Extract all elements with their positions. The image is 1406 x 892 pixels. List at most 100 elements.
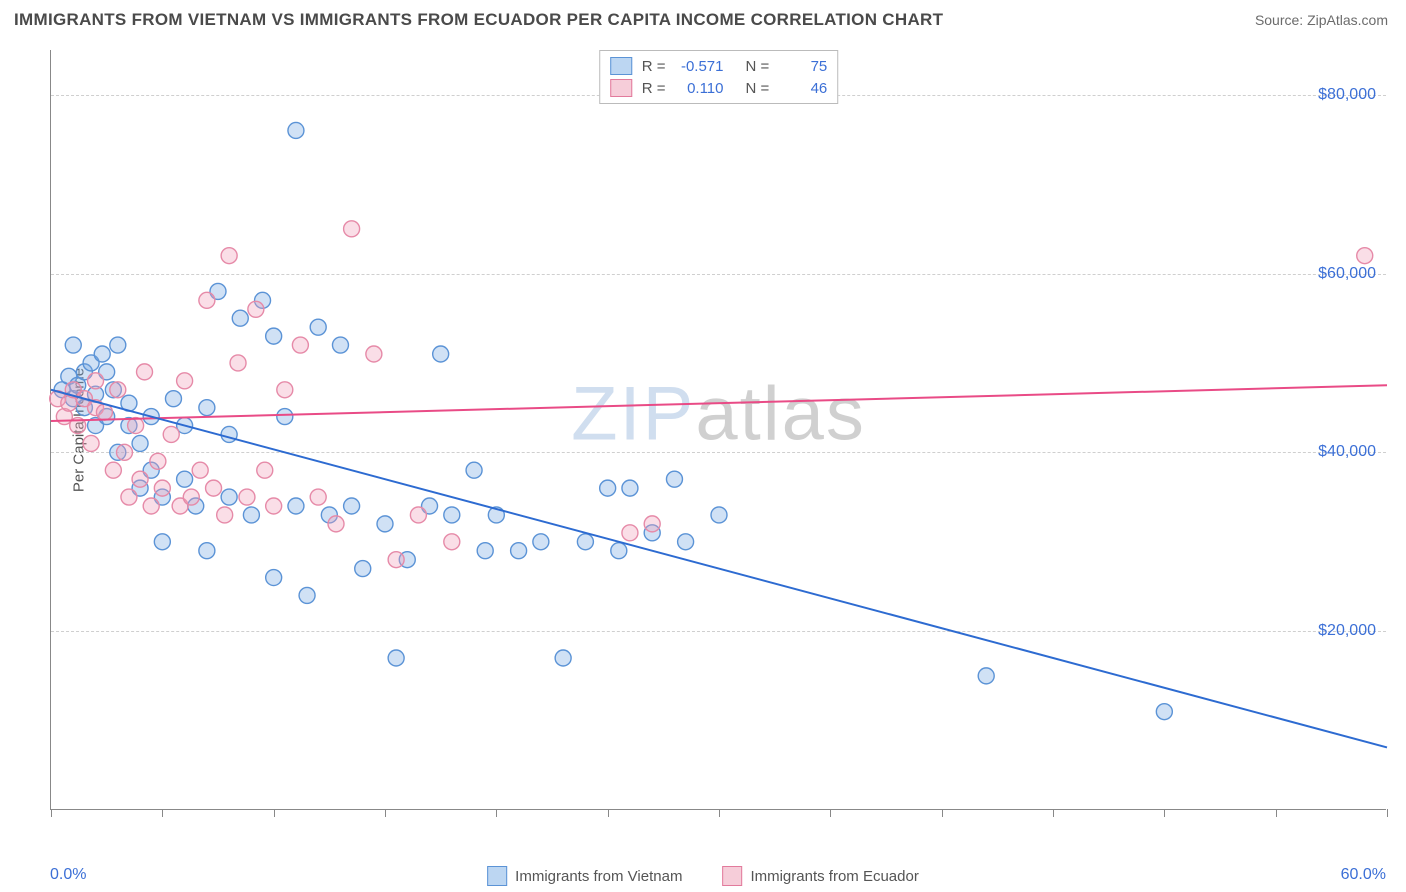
legend-item-ecuador: Immigrants from Ecuador [722,866,918,886]
x-tick [830,809,831,817]
data-point [94,346,110,362]
data-point [230,355,246,371]
data-point [533,534,549,550]
x-tick [385,809,386,817]
data-point [555,650,571,666]
data-point [678,534,694,550]
data-point [288,122,304,138]
x-tick [608,809,609,817]
y-tick-label: $60,000 [1318,265,1376,283]
data-point [377,516,393,532]
data-point [221,248,237,264]
data-point [132,471,148,487]
data-point [310,319,326,335]
data-point [199,400,215,416]
data-point [143,498,159,514]
data-point [110,337,126,353]
data-point [83,435,99,451]
x-tick [274,809,275,817]
data-point [266,570,282,586]
data-point [65,337,81,353]
stats-swatch [610,57,632,75]
trend-line [51,390,1387,748]
data-point [644,516,660,532]
x-tick [496,809,497,817]
data-point [666,471,682,487]
data-point [277,409,293,425]
data-point [154,480,170,496]
data-point [1156,704,1172,720]
legend-item-vietnam: Immigrants from Vietnam [487,866,682,886]
data-point [355,561,371,577]
stats-row: R =-0.571N =75 [610,55,828,77]
data-point [344,221,360,237]
data-point [577,534,593,550]
data-point [328,516,344,532]
x-axis-start-label: 0.0% [50,866,86,884]
data-point [288,498,304,514]
stats-legend-box: R =-0.571N =75R =0.110N =46 [599,50,839,104]
data-point [121,489,137,505]
data-point [239,489,255,505]
data-point [116,444,132,460]
data-point [344,498,360,514]
data-point [177,373,193,389]
data-point [221,426,237,442]
data-point [232,310,248,326]
data-point [388,552,404,568]
stat-r-label: R = [642,80,666,97]
data-point [165,391,181,407]
data-point [611,543,627,559]
chart-header: IMMIGRANTS FROM VIETNAM VS IMMIGRANTS FR… [0,0,1406,34]
stat-r-value: -0.571 [676,58,724,75]
y-tick-label: $40,000 [1318,443,1376,461]
data-point [292,337,308,353]
data-point [466,462,482,478]
data-point [433,346,449,362]
data-point [163,426,179,442]
data-point [1357,248,1373,264]
x-axis-end-label: 60.0% [1341,866,1386,884]
data-point [132,435,148,451]
data-point [410,507,426,523]
x-tick [1053,809,1054,817]
data-point [150,453,166,469]
data-point [248,301,264,317]
stat-n-value: 75 [779,58,827,75]
stat-r-label: R = [642,58,666,75]
data-point [137,364,153,380]
legend-label-ecuador: Immigrants from Ecuador [750,868,918,885]
bottom-legend: Immigrants from Vietnam Immigrants from … [487,866,919,886]
stat-r-value: 0.110 [676,80,724,97]
x-tick [1276,809,1277,817]
data-point [88,373,104,389]
x-tick [162,809,163,817]
y-tick-label: $80,000 [1318,86,1376,104]
x-tick [1387,809,1388,817]
chart-area: Per Capita Income ZIPatlas $20,000$40,00… [50,50,1386,810]
data-point [192,462,208,478]
data-point [310,489,326,505]
chart-title: IMMIGRANTS FROM VIETNAM VS IMMIGRANTS FR… [14,10,943,30]
x-tick [1164,809,1165,817]
data-point [183,489,199,505]
x-tick [51,809,52,817]
plot-region: Per Capita Income ZIPatlas $20,000$40,00… [50,50,1386,810]
data-point [217,507,233,523]
x-tick [942,809,943,817]
y-tick-label: $20,000 [1318,622,1376,640]
data-point [257,462,273,478]
data-point [154,534,170,550]
data-point [266,328,282,344]
stats-row: R =0.110N =46 [610,77,828,99]
data-point [206,480,222,496]
legend-label-vietnam: Immigrants from Vietnam [515,868,682,885]
data-point [199,292,215,308]
data-point [299,587,315,603]
scatter-svg [51,50,1386,809]
data-point [511,543,527,559]
data-point [444,507,460,523]
data-point [277,382,293,398]
x-tick [719,809,720,817]
data-point [622,525,638,541]
